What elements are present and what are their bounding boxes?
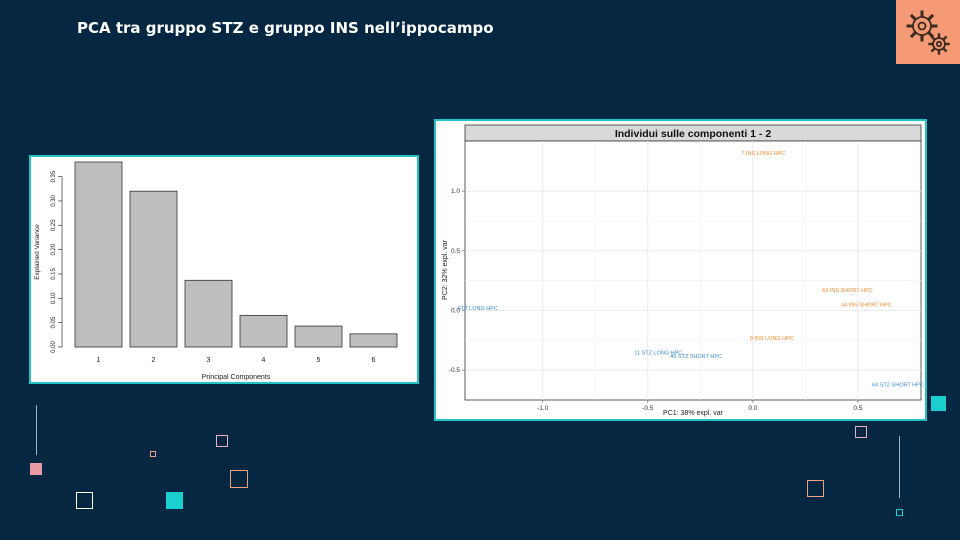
- scree-bar: [349, 333, 398, 348]
- scree-y-tick-label: 0.15: [51, 267, 57, 279]
- pca-y-tick-label: 0.0: [451, 307, 460, 314]
- pca-y-tick-label: 0.5: [451, 248, 460, 255]
- decor-teal-square: [931, 396, 946, 411]
- scree-y-tick-label: 0.10: [51, 292, 57, 304]
- pca-y-axis-label: PC2: 32% expl. var: [442, 239, 449, 300]
- scree-y-tick-label: 0.20: [51, 243, 57, 255]
- scree-y-tick-label: 0.30: [51, 194, 57, 206]
- scree-x-tick-label: 5: [317, 357, 321, 364]
- slide-title: PCA tra gruppo STZ e gruppo INS nell’ipp…: [77, 19, 494, 37]
- decor-outline-square: [216, 435, 228, 447]
- scree-y-tick-label: 0.05: [51, 316, 57, 328]
- individual-label: 69 INS SHORT HPC: [822, 288, 873, 294]
- individual-label: 9 INS LONG HPC: [750, 336, 794, 342]
- decor-outline-square: [855, 426, 867, 438]
- scree-y-tick-label: 0.25: [51, 219, 57, 231]
- gear-badge: [896, 0, 960, 64]
- scree-x-tick-label: 3: [207, 357, 211, 364]
- decor-vertical-line: [899, 436, 900, 498]
- individual-label: 44 INS SHORT HPC: [841, 303, 892, 309]
- decor-vertical-line: [36, 405, 37, 455]
- scree-x-tick-label: 6: [372, 357, 376, 364]
- individual-label: 11 STZ LONG HPC: [634, 350, 682, 356]
- scree-x-tick-label: 4: [262, 357, 266, 364]
- scree-bar: [129, 190, 178, 348]
- scree-y-tick-label: 0.35: [51, 170, 57, 182]
- scree-x-axis-label: Principal Components: [202, 374, 271, 381]
- individual-label: 7 INS LONG HPC: [741, 151, 785, 157]
- scree-x-tick-label: 1: [97, 357, 101, 364]
- scree-y-axis-label: Explained Variance: [34, 224, 41, 280]
- gears-icon: [906, 10, 950, 55]
- pca-scatter-plot: Individui sulle componenti 1 - 2 -1.0 -0.…: [436, 121, 925, 419]
- decor-outline-square: [230, 470, 248, 488]
- decor-outline-square: [76, 492, 93, 509]
- pca-y-tick-label: -0.5: [449, 367, 461, 374]
- pca-individuals-panel: Individui sulle componenti 1 - 2 -1.0 -0.…: [434, 119, 927, 421]
- decor-pink-square: [30, 463, 42, 475]
- scree-bar: [184, 279, 233, 348]
- pca-x-tick-label: -1.0: [537, 405, 549, 412]
- individual-label: 64 STZ SHORT HPC: [872, 382, 924, 388]
- pca-y-tick-label: 1.0: [451, 188, 460, 195]
- decor-teal-square: [166, 492, 183, 509]
- pca-x-axis-label: PC1: 38% expl. var: [663, 410, 724, 417]
- pca-x-tick-label: -0.5: [642, 405, 654, 412]
- decor-outline-square: [807, 480, 824, 497]
- decor-small-square: [150, 451, 156, 457]
- pca-x-tick-label: 0.0: [748, 405, 757, 412]
- pca-x-tick-label: 0.5: [853, 405, 862, 412]
- scree-y-tick-label: 0.00: [51, 341, 57, 353]
- scree-bar: [74, 161, 123, 348]
- individual-label: 46 STZ SHORT HPC: [670, 354, 722, 360]
- scree-bar: [294, 325, 343, 348]
- individual-label: STZ LONG HPC: [457, 306, 498, 312]
- scree-x-tick-label: 2: [152, 357, 156, 364]
- scree-bar: [239, 314, 288, 348]
- chart-title: Individui sulle componenti 1 - 2: [615, 128, 772, 140]
- decor-small-square: [896, 509, 903, 516]
